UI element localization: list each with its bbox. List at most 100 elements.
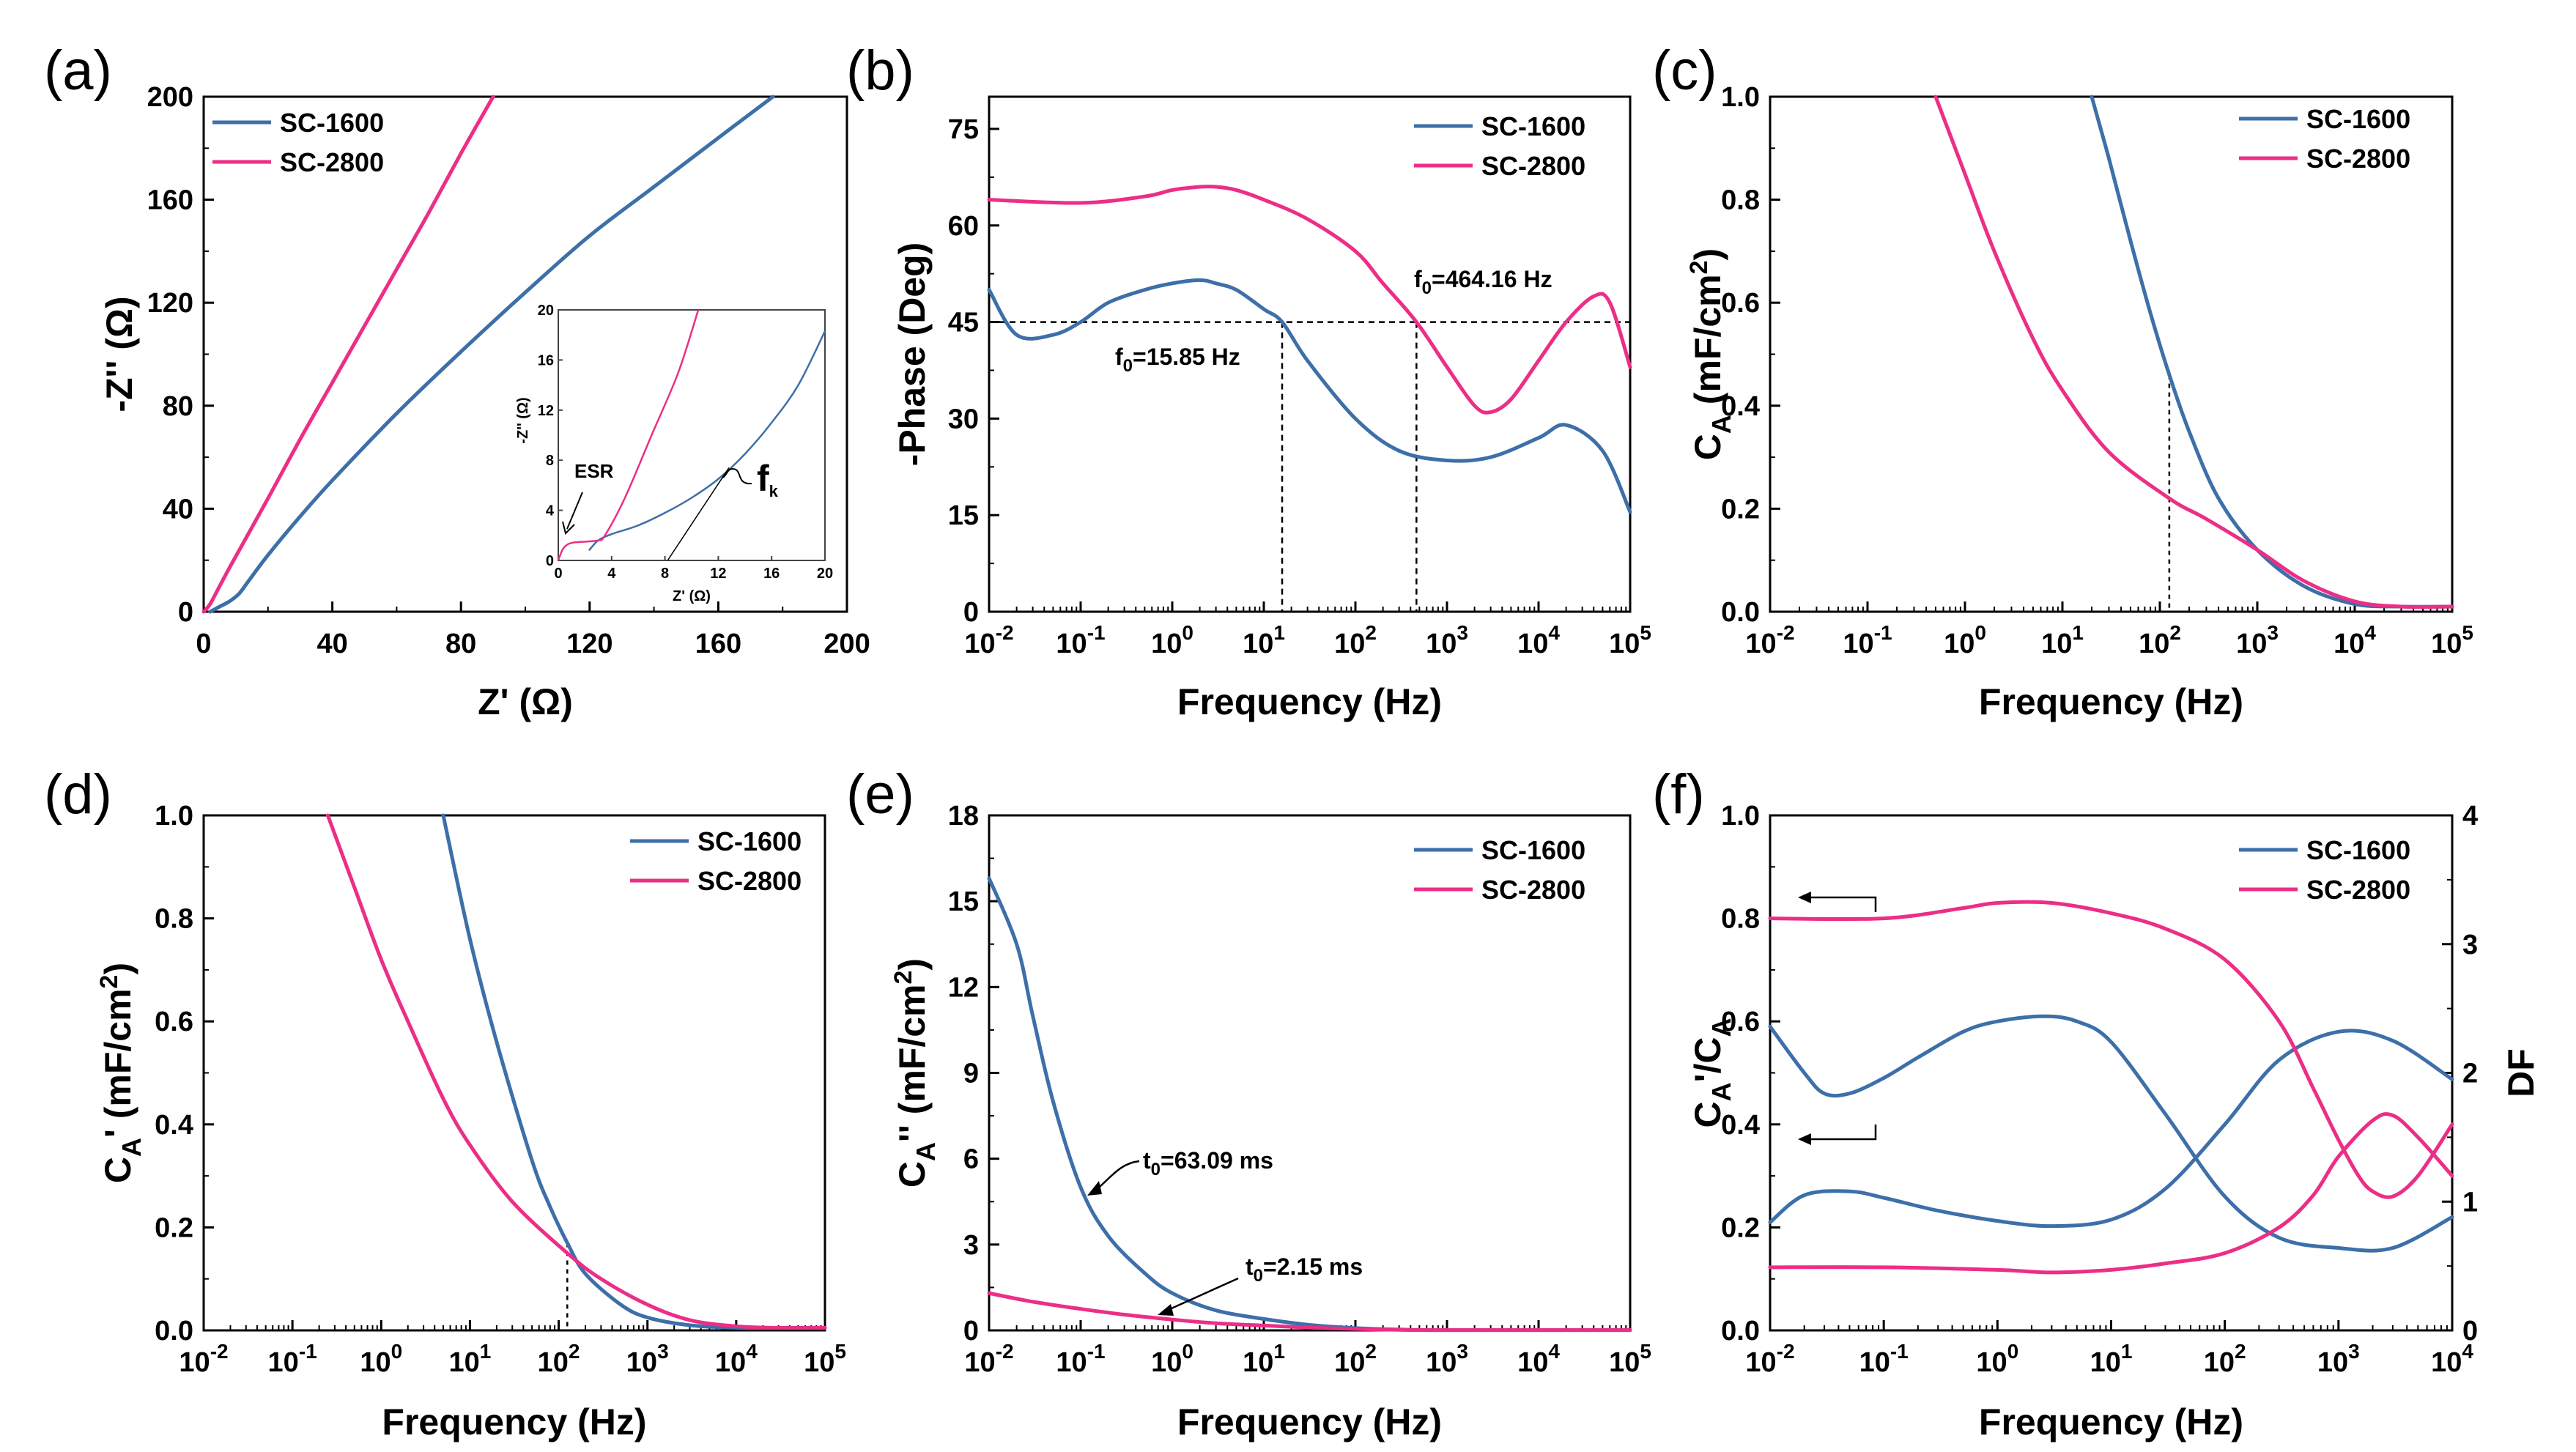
legend-label: SC-1600 bbox=[697, 826, 802, 856]
y-tick-label: 60 bbox=[948, 211, 979, 242]
x-tick-label: 105 bbox=[1609, 1340, 1651, 1378]
inset-x-tick-label: 12 bbox=[710, 566, 726, 582]
esr-annotation: ESR bbox=[574, 460, 614, 482]
series-line-sc-1600 bbox=[208, 95, 775, 614]
x-tick-label: 101 bbox=[1243, 1340, 1285, 1378]
y-axis-label: -Z'' (Ω) bbox=[99, 296, 140, 412]
x-tick-label: 105 bbox=[1609, 621, 1651, 659]
panel-label: (f) bbox=[1652, 763, 1705, 826]
x-tick-label: 100 bbox=[1976, 1340, 2018, 1378]
x-tick-label: 100 bbox=[1944, 621, 1986, 659]
t0-annotation: t0=2.15 ms bbox=[1246, 1253, 1363, 1286]
x-tick-label: 104 bbox=[2431, 1340, 2473, 1378]
t0-arrow-head bbox=[1158, 1304, 1174, 1316]
t0-arrow-2800 bbox=[1164, 1277, 1239, 1313]
x-tick-label: 102 bbox=[2204, 1340, 2246, 1378]
y-tick-label: 3 bbox=[2462, 930, 2478, 960]
legend-label: SC-2800 bbox=[1481, 151, 1585, 181]
x-tick-label: 10-2 bbox=[1745, 1340, 1794, 1378]
inset-x-tick-label: 4 bbox=[607, 566, 616, 582]
x-tick-label: 200 bbox=[823, 629, 870, 659]
x-axis-label: Frequency (Hz) bbox=[1979, 681, 2243, 722]
y-tick-label: 0.4 bbox=[155, 1110, 193, 1141]
y-tick-label: 0.0 bbox=[1721, 1316, 1760, 1347]
x-tick-label: 104 bbox=[2333, 621, 2376, 659]
y-tick-label: 0.0 bbox=[1721, 597, 1760, 628]
legend-label: SC-1600 bbox=[1481, 111, 1585, 141]
x-axis-label: Frequency (Hz) bbox=[1979, 1401, 2243, 1442]
y-tick-label: 0.8 bbox=[1721, 185, 1760, 216]
x-axis-label: Frequency (Hz) bbox=[382, 1401, 646, 1442]
inset-plot: 0 4 8 12 16 20 0 4 8 12 16 20 Z' (Ω) -Z'' (Ω) ESR fk bbox=[515, 303, 833, 604]
y-tick-label: 0.2 bbox=[1721, 1212, 1760, 1243]
y-axis-label: CA'/CA bbox=[1687, 1018, 1736, 1128]
series-line-sc-2800 bbox=[325, 813, 827, 1330]
panel-label: (b) bbox=[846, 40, 914, 102]
y-tick-label: 0.8 bbox=[155, 904, 193, 935]
y-tick-label: 40 bbox=[163, 494, 193, 525]
y-tick-label: 9 bbox=[963, 1059, 979, 1089]
axis-indicator-arrow-head bbox=[1798, 1133, 1811, 1145]
legend-label: SC-1600 bbox=[280, 108, 384, 138]
t0-annotation: t0=63.09 ms bbox=[1143, 1147, 1273, 1179]
panel-label: (c) bbox=[1652, 40, 1717, 102]
x-tick-label: 10-1 bbox=[1056, 1340, 1105, 1378]
panel-f: (f)10-2 10-1 100 101 102 103 1040.00.20.40.60.… bbox=[1652, 763, 2542, 1442]
x-tick-label: 102 bbox=[1334, 1340, 1377, 1378]
inset-series-sc-2800 bbox=[557, 309, 700, 561]
inset-y-tick-label: 0 bbox=[546, 553, 554, 569]
y-tick-label: 12 bbox=[948, 972, 979, 1003]
x-tick-label: 104 bbox=[1517, 1340, 1560, 1378]
y-tick-label: 75 bbox=[948, 114, 979, 145]
inset-y-tick-label: 20 bbox=[538, 303, 554, 319]
inset-y-tick-label: 12 bbox=[538, 403, 554, 419]
y-tick-label: 0 bbox=[963, 597, 979, 628]
x-tick-label: 10-2 bbox=[964, 1340, 1013, 1378]
y-tick-label: 3 bbox=[963, 1230, 979, 1261]
x-tick-label: 101 bbox=[1243, 621, 1285, 659]
panel-c: (c) 10-2 10-1 100 101 102 103 104 105 0.0 0.2 0.4 0.… bbox=[1652, 40, 2473, 722]
series-line-sc-1600 bbox=[2090, 95, 2454, 609]
f0-annotation: f0=15.85 Hz bbox=[1115, 344, 1240, 376]
inset-y-axis-label: -Z'' (Ω) bbox=[515, 397, 531, 443]
x-tick-label: 104 bbox=[715, 1340, 758, 1378]
series-line-sc-2800 bbox=[987, 184, 1632, 415]
series-line-sc-2800 bbox=[1768, 900, 2454, 1199]
y-tick-label: 120 bbox=[147, 288, 193, 319]
x-tick-label: 101 bbox=[2090, 1340, 2133, 1378]
esr-arrow bbox=[566, 492, 583, 530]
y-tick-label: 1.0 bbox=[155, 801, 193, 831]
inset-y-tick-label: 8 bbox=[546, 453, 554, 469]
x-tick-label: 102 bbox=[1334, 621, 1377, 659]
axis-indicator-arrow bbox=[1807, 896, 1877, 912]
fk-arrow bbox=[722, 467, 752, 485]
x-tick-label: 160 bbox=[695, 629, 741, 659]
y-axis-label: CA'' (mF/cm2) bbox=[889, 958, 941, 1188]
y-axis-label: CA (mF/cm2) bbox=[1685, 248, 1736, 460]
x-tick-label: 105 bbox=[804, 1340, 846, 1378]
y-tick-label: 0.4 bbox=[1721, 1110, 1760, 1141]
x-tick-label: 10-2 bbox=[179, 1340, 228, 1378]
legend-label: SC-2800 bbox=[697, 866, 802, 896]
x-tick-label: 104 bbox=[1517, 621, 1560, 659]
panel-a: (a)0 40 80 120 160 20004080120160200SC-1600SC… bbox=[44, 40, 870, 722]
y-tick-label: 160 bbox=[147, 185, 193, 216]
series-line-sc-2800 bbox=[201, 95, 495, 614]
inset-y-tick-label: 4 bbox=[546, 503, 555, 519]
y-tick-label: 4 bbox=[2462, 801, 2478, 831]
inset-x-tick-label: 16 bbox=[763, 566, 780, 582]
panel-label: (d) bbox=[44, 763, 112, 826]
series-line-sc-1600 bbox=[441, 813, 827, 1330]
y-tick-label: 0.2 bbox=[155, 1212, 193, 1243]
x-axis-label: Frequency (Hz) bbox=[1177, 681, 1442, 722]
x-tick-label: 103 bbox=[2236, 621, 2279, 659]
axis-indicator-arrow-head bbox=[1798, 892, 1811, 903]
x-tick-label: 10-1 bbox=[1056, 621, 1105, 659]
panel-label: (a) bbox=[44, 40, 112, 102]
inset-series-sc-1600 bbox=[588, 330, 826, 552]
x-tick-label: 102 bbox=[2139, 621, 2181, 659]
y-tick-label: 1 bbox=[2462, 1187, 2478, 1218]
x-tick-label: 10-2 bbox=[964, 621, 1013, 659]
f0-annotation: f0=464.16 Hz bbox=[1414, 266, 1552, 298]
